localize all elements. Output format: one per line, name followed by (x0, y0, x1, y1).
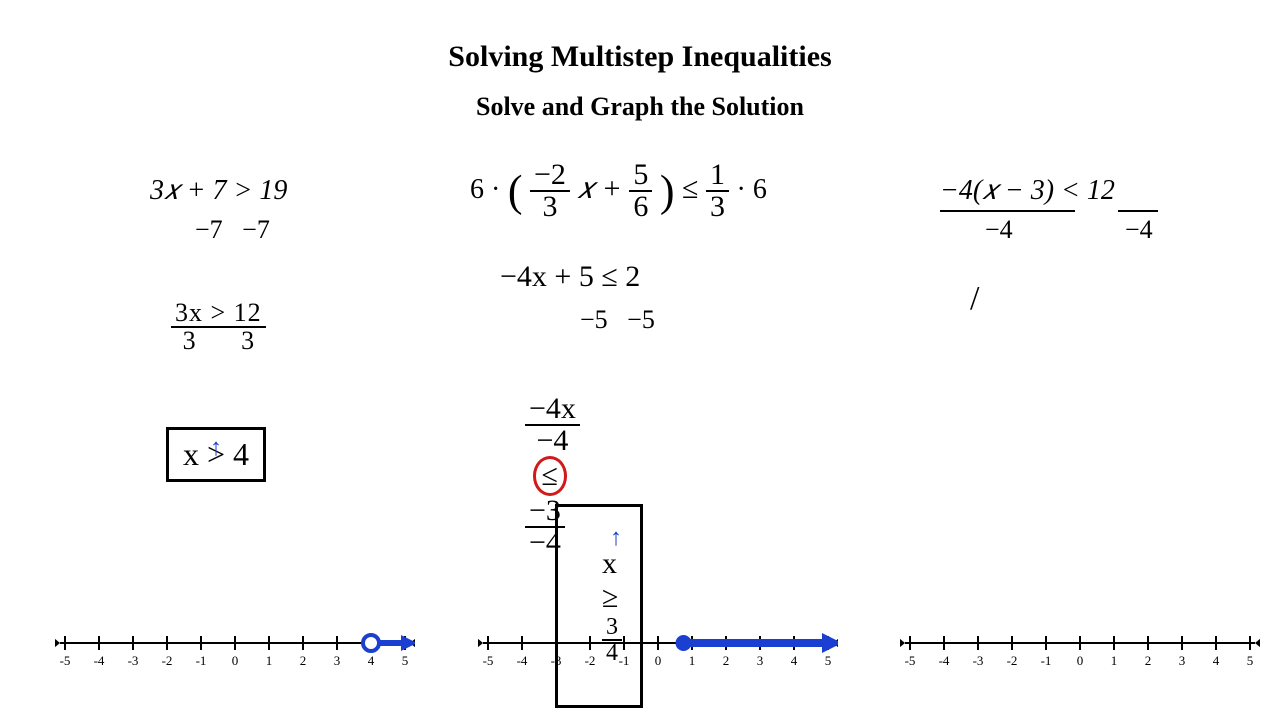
p1-divide: 3x > 123 3 (158, 270, 266, 354)
page-title: Solving Multistep Inequalities (0, 0, 1280, 74)
p1-arrow-icon: ↑ (210, 435, 222, 462)
numberline-3: -5-4-3-2-1012345 (900, 625, 1260, 680)
p3-mark: / (970, 280, 979, 318)
p2-subtract: −5 −5 (580, 305, 655, 335)
p3-div-left: −4 (985, 215, 1013, 245)
p2-arrow-icon: ↑ (610, 525, 622, 552)
page-subtitle: Solve and Graph the Solution (0, 74, 1280, 122)
p1-subtract: −7 −7 (195, 215, 270, 245)
numberline-1: -5-4-3-2-1012345 (55, 625, 415, 680)
p1-equation: 3𝑥 + 7 > 19 (150, 175, 287, 207)
p2-equation: 6 · ( −23 𝑥 + 56 ) ≤ 13 · 6 (470, 160, 767, 222)
p3-equation: −4(𝑥 − 3) < 12 (940, 175, 1115, 207)
p2-step2: −4x + 5 ≤ 2 (500, 260, 640, 294)
p3-div-right: −4 (1125, 215, 1153, 245)
numberline-2: -5-4-3-2-1012345 (478, 625, 838, 680)
p1-answer-box: x > 4 (150, 390, 266, 482)
